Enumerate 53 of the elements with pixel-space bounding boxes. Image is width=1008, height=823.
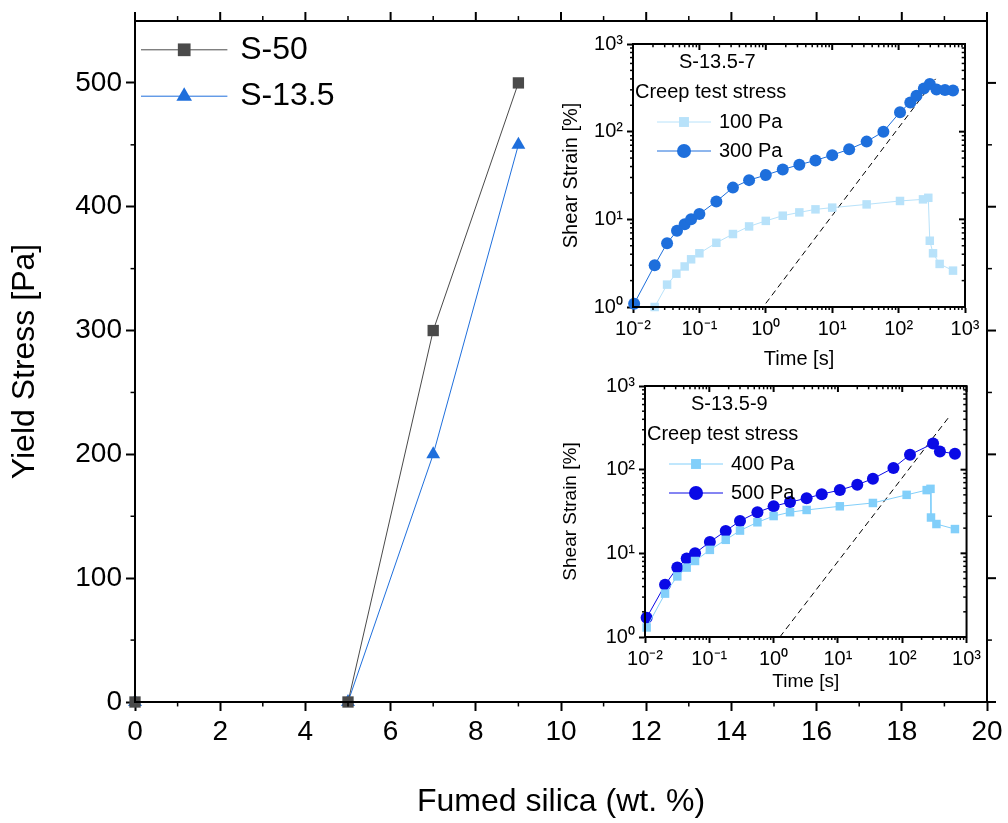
y-tick-label: 10⁰: [593, 294, 623, 317]
y-tick-label: 500: [75, 65, 122, 97]
x-tick-label: 10⁻¹: [681, 316, 718, 339]
x-tick-label: 8: [468, 714, 484, 746]
x-tick-label: 4: [297, 714, 314, 746]
x-tick-label: 12: [630, 714, 662, 746]
y-tick-label: 10¹: [594, 206, 624, 229]
legend-title: Creep test stress: [635, 79, 787, 102]
x-tick-label: 10³: [952, 646, 982, 669]
y-tick-label: 10⁰: [605, 624, 635, 647]
x-axis-title: Fumed silica (wt. %): [416, 781, 706, 818]
y-tick-label: 0: [106, 684, 122, 716]
x-tick-label: 10¹: [823, 646, 853, 669]
x-axis-title: Time [s]: [763, 346, 835, 369]
x-tick-label: 20: [971, 714, 1003, 746]
chart-title: S-13.5-7: [679, 49, 756, 72]
chart-title: S-13.5-9: [691, 391, 768, 414]
legend-label: 500 Pa: [731, 480, 796, 503]
x-tick-label: 6: [382, 714, 399, 746]
y-tick-label: 100: [75, 560, 122, 592]
y-axis-title: Shear Strain [%]: [558, 102, 581, 249]
x-tick-label: 10²: [887, 646, 918, 669]
legend-label: 300 Pa: [719, 138, 784, 161]
y-tick-label: 10²: [594, 119, 624, 142]
x-tick-label: 10³: [950, 316, 980, 339]
y-axis-title: Shear Strain [%]: [558, 442, 580, 581]
legend-label: S-50: [240, 29, 308, 66]
y-tick-label: 10²: [606, 457, 636, 480]
x-tick-label: 14: [715, 714, 747, 746]
x-tick-label: 10²: [884, 316, 914, 339]
x-axis-title: Time [s]: [772, 669, 840, 691]
y-tick-label: 10¹: [606, 540, 636, 563]
x-tick-label: 16: [801, 714, 833, 746]
legend-label: S-13.5: [240, 76, 335, 113]
x-tick-label: 10⁰: [758, 646, 789, 669]
x-tick-label: 2: [212, 714, 228, 746]
legend-label: 100 Pa: [719, 109, 784, 132]
legend-label: 400 Pa: [731, 451, 796, 474]
x-tick-label: 10⁻¹: [691, 646, 728, 669]
y-tick-label: 10³: [594, 31, 624, 54]
y-tick-label: 300: [75, 313, 122, 345]
x-tick-label: 0: [127, 714, 143, 746]
x-tick-label: 10¹: [817, 316, 847, 339]
y-tick-label: 200: [75, 437, 122, 469]
x-tick-label: 10⁰: [751, 316, 781, 339]
y-tick-label: 10³: [606, 373, 636, 396]
x-tick-label: 18: [886, 714, 918, 746]
x-tick-label: 10: [545, 714, 577, 746]
x-tick-label: 10⁻²: [615, 316, 652, 339]
y-tick-label: 400: [75, 189, 122, 221]
legend-title: Creep test stress: [647, 421, 799, 444]
y-axis-title: Yield Stress [Pa]: [5, 243, 42, 480]
x-tick-label: 10⁻²: [627, 646, 664, 669]
